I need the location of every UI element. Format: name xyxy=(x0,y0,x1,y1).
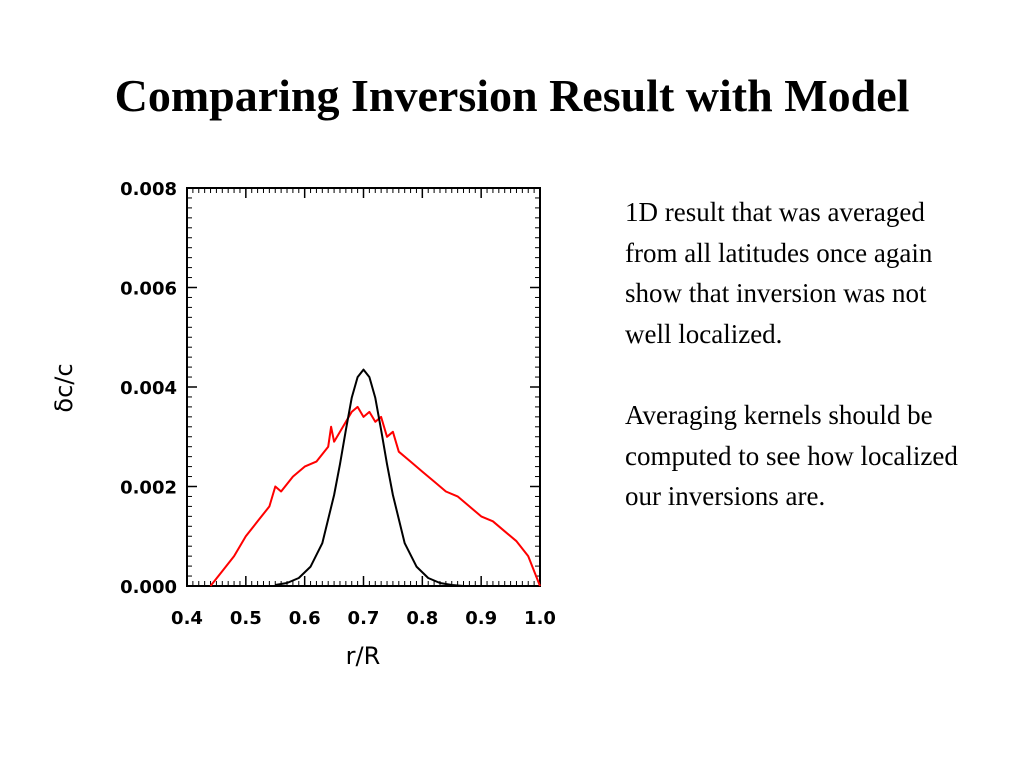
x-tick-label: 0.4 xyxy=(171,608,203,629)
y-tick-label: 0.008 xyxy=(120,179,177,200)
x-tick-label: 0.6 xyxy=(289,608,321,629)
x-tick-label: 0.8 xyxy=(406,608,438,629)
y-tick-label: 0.000 xyxy=(120,577,177,598)
series-line-2 xyxy=(275,368,464,587)
side-paragraph-2: Averaging kernels should be computed to … xyxy=(625,400,958,511)
y-axis-label: δc/c xyxy=(50,363,78,412)
side-paragraph-1: 1D result that was averaged from all lat… xyxy=(625,197,933,349)
series-line-1 xyxy=(209,405,541,587)
x-tick-label: 1.0 xyxy=(524,608,556,629)
tick-labels: 0.4 0.5 0.6 0.7 0.8 0.9 1.0 0.000 0.002 0.004 0.00… xyxy=(120,179,556,629)
slide-title: Comparing Inversion Result with Model xyxy=(114,70,910,121)
x-tick-label: 0.7 xyxy=(348,608,380,629)
x-tick-label: 0.9 xyxy=(465,608,497,629)
x-tick-label: 0.5 xyxy=(230,608,262,629)
ticks xyxy=(186,187,541,587)
plot-frame xyxy=(186,187,541,587)
y-tick-label: 0.006 xyxy=(120,279,177,300)
side-text: 1D result that was averaged from all lat… xyxy=(625,192,970,558)
y-tick-label: 0.002 xyxy=(120,478,177,499)
y-tick-label: 0.004 xyxy=(120,378,177,399)
series-layer xyxy=(209,368,541,587)
x-axis-label: r/R xyxy=(346,642,381,670)
